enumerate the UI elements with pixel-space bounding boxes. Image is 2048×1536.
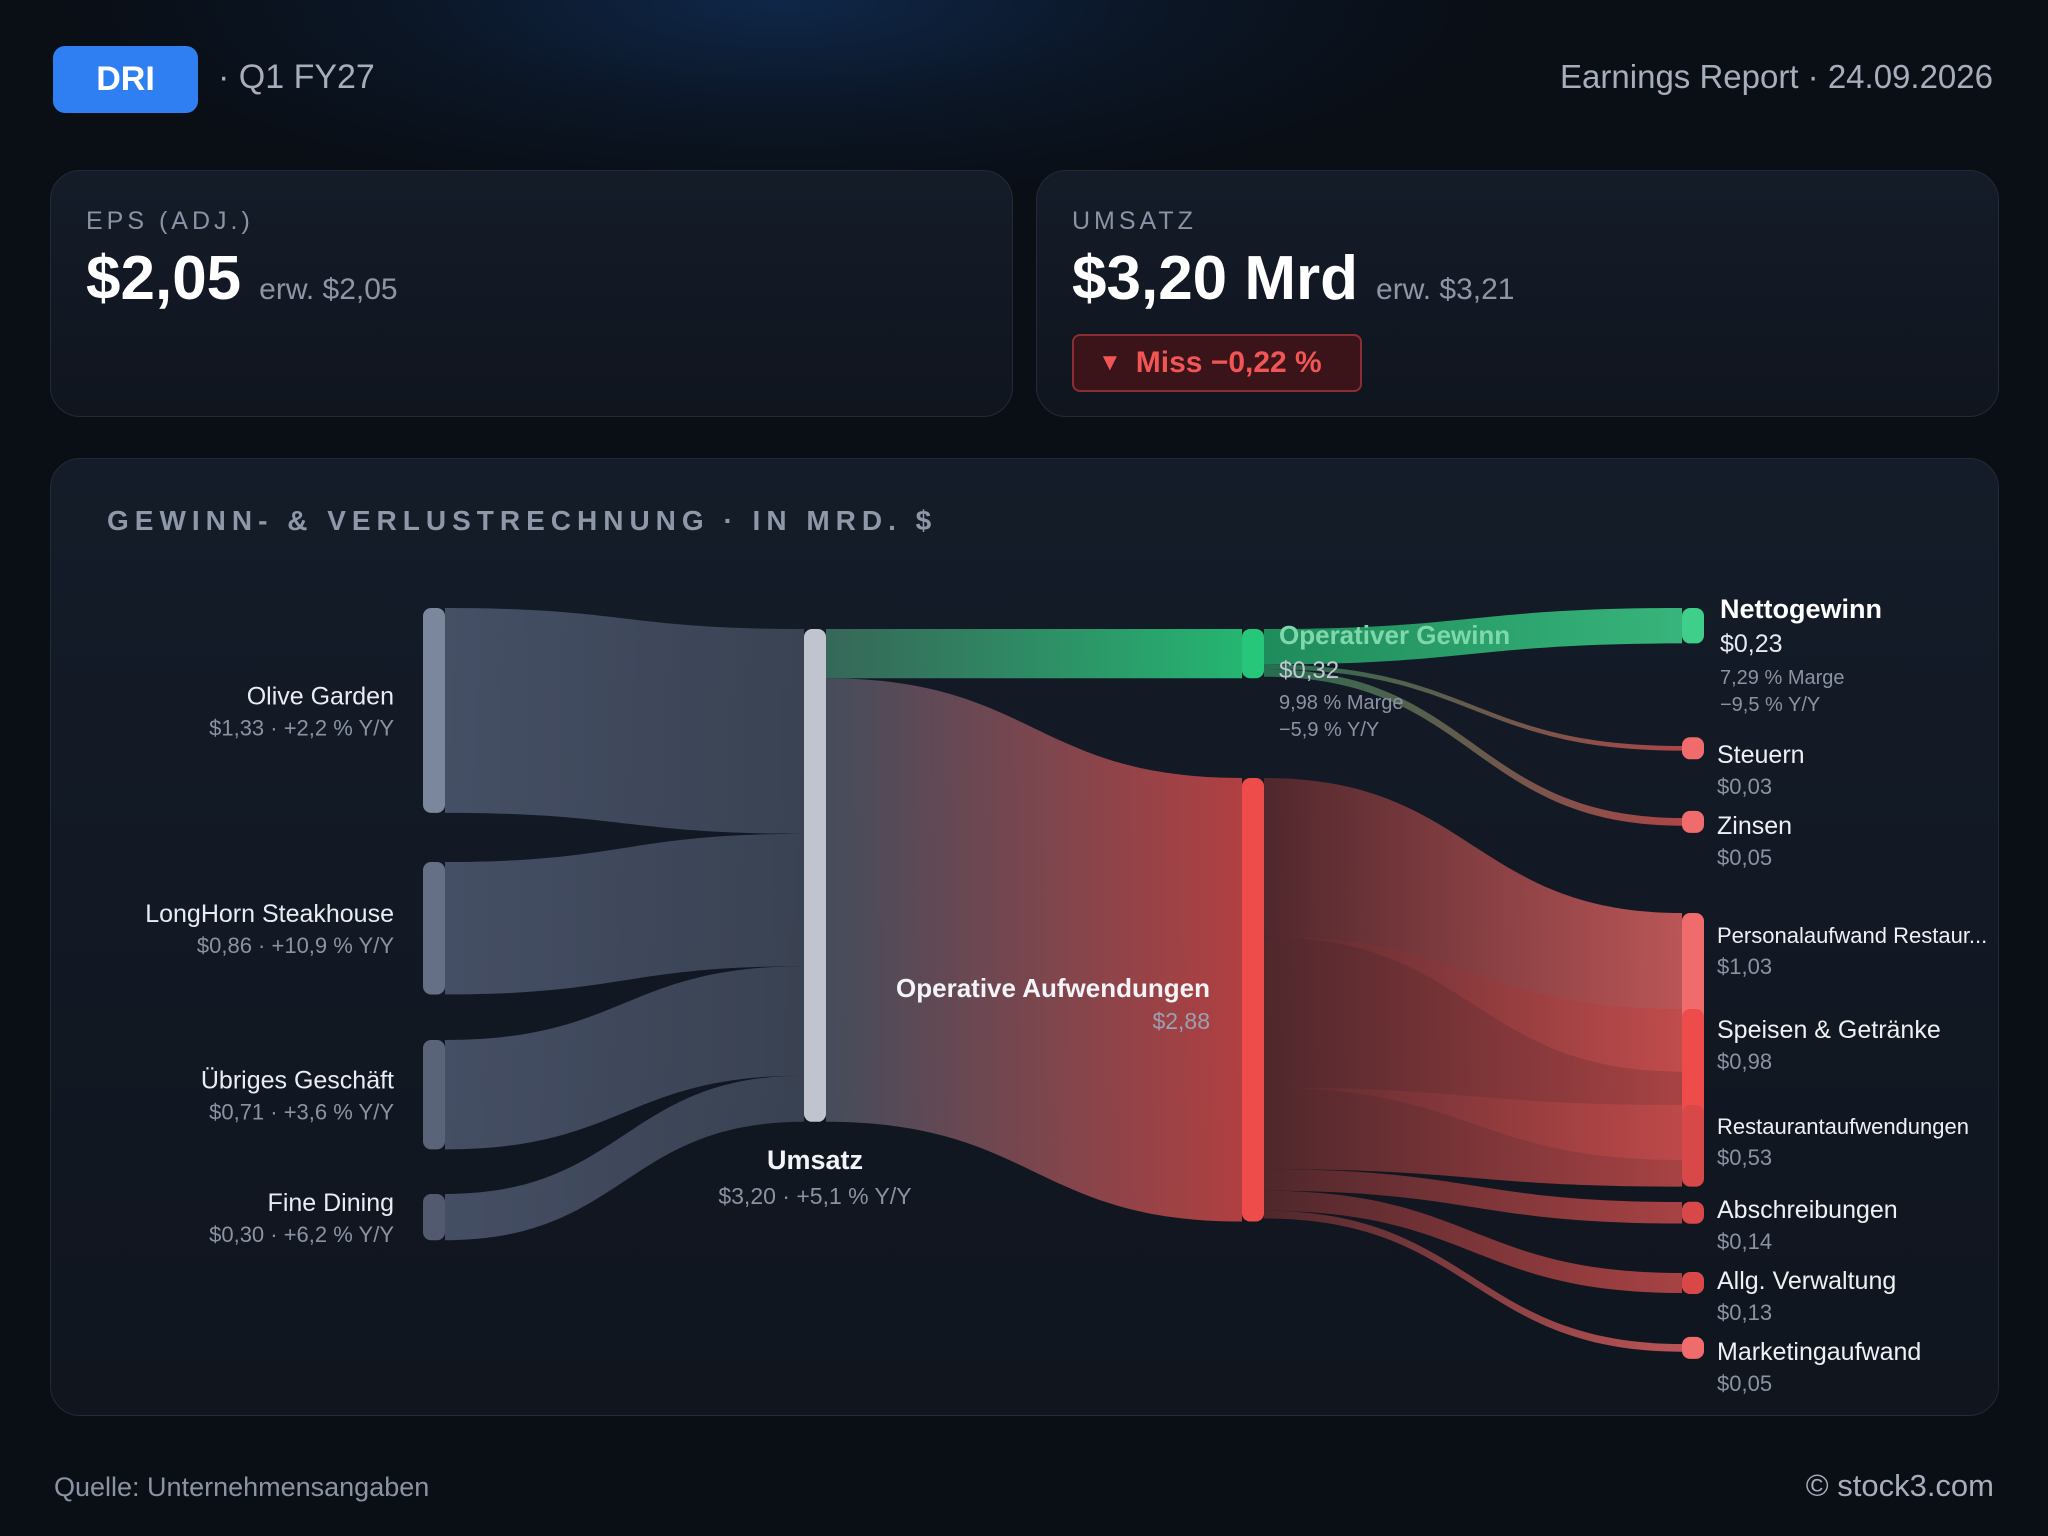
node-opprofit bbox=[1242, 629, 1264, 679]
revenue-miss-badge: ▼ Miss −0,22 % bbox=[1072, 334, 1362, 392]
flow-opprofit-interest bbox=[1264, 669, 1682, 826]
value-olive: $1,33 · +2,2 % Y/Y bbox=[209, 715, 394, 740]
flow-revenue-opex bbox=[826, 678, 1242, 1222]
node-olive bbox=[423, 608, 445, 813]
revenue-miss-text: Miss −0,22 % bbox=[1135, 346, 1322, 379]
node-opex bbox=[1242, 778, 1264, 1222]
report-date: Earnings Report · 24.09.2026 bbox=[1560, 58, 1993, 95]
label-marketing: Marketingaufwand bbox=[1717, 1338, 1921, 1366]
node-other bbox=[423, 1040, 445, 1150]
revenue-expected: erw. $3,21 bbox=[1376, 273, 1515, 306]
node-depr bbox=[1682, 1201, 1704, 1224]
value-opprofit: $0,32 bbox=[1279, 657, 1339, 684]
value-personnel: $1,03 bbox=[1717, 954, 1772, 979]
flow-opex-admin bbox=[1264, 1190, 1682, 1294]
value-depr: $0,14 bbox=[1717, 1229, 1772, 1254]
label-longhorn: LongHorn Steakhouse bbox=[145, 900, 394, 928]
revenue-label: UMSATZ bbox=[1072, 207, 1197, 235]
value-restexp: $0,53 bbox=[1717, 1145, 1772, 1170]
label-fine: Fine Dining bbox=[268, 1189, 394, 1217]
eps-expected: erw. $2,05 bbox=[259, 273, 398, 306]
down-triangle-icon: ▼ bbox=[1098, 349, 1122, 376]
node-fine bbox=[423, 1194, 445, 1241]
node-net bbox=[1682, 608, 1704, 644]
pnl-title: GEWINN- & VERLUSTRECHNUNG · IN MRD. $ bbox=[107, 505, 938, 536]
source-note: Quelle: Unternehmensangaben bbox=[54, 1472, 430, 1502]
label-olive: Olive Garden bbox=[247, 682, 394, 710]
value-revenue: $3,20 · +5,1 % Y/Y bbox=[718, 1183, 911, 1209]
value-food: $0,98 bbox=[1717, 1049, 1772, 1074]
label-opex: Operative Aufwendungen bbox=[896, 973, 1210, 1003]
node-revenue bbox=[804, 629, 826, 1122]
flow-opprofit-tax bbox=[1264, 664, 1682, 751]
value-longhorn: $0,86 · +10,9 % Y/Y bbox=[197, 933, 394, 958]
value-interest: $0,05 bbox=[1717, 845, 1772, 870]
label-tax: Steuern bbox=[1717, 741, 1805, 769]
eps-label: EPS (ADJ.) bbox=[86, 207, 254, 235]
value-opex: $2,88 bbox=[1152, 1008, 1210, 1034]
eps-value: $2,05 erw. $2,05 bbox=[86, 243, 398, 314]
label-other: Übriges Geschäft bbox=[201, 1067, 394, 1095]
revenue-actual: $3,20 Mrd bbox=[1072, 244, 1359, 313]
value-fine: $0,30 · +6,2 % Y/Y bbox=[209, 1222, 394, 1247]
label-opprofit: Operativer Gewinn bbox=[1279, 620, 1510, 650]
flow-fine-revenue bbox=[445, 1075, 804, 1241]
value-admin: $0,13 bbox=[1717, 1300, 1772, 1325]
node-admin bbox=[1682, 1272, 1704, 1295]
eps-actual: $2,05 bbox=[86, 244, 242, 313]
label-depr: Abschreibungen bbox=[1717, 1196, 1898, 1224]
margin-net: 7,29 % Marge bbox=[1720, 667, 1845, 689]
flow-opprofit-net bbox=[1264, 608, 1682, 665]
label-net: Nettogewinn bbox=[1720, 594, 1882, 624]
label-food: Speisen & Getränke bbox=[1717, 1016, 1941, 1044]
node-longhorn bbox=[423, 862, 445, 995]
value-tax: $0,03 bbox=[1717, 774, 1772, 799]
flow-opex-depr bbox=[1264, 1169, 1682, 1224]
value-other: $0,71 · +3,6 % Y/Y bbox=[209, 1100, 394, 1125]
label-revenue: Umsatz bbox=[767, 1145, 863, 1175]
yoy-opprofit: −5,9 % Y/Y bbox=[1279, 719, 1379, 741]
margin-opprofit: 9,98 % Marge bbox=[1279, 692, 1404, 714]
revenue-value: $3,20 Mrd erw. $3,21 bbox=[1072, 243, 1514, 314]
eps-card: EPS (ADJ.) $2,05 erw. $2,05 bbox=[50, 170, 1013, 417]
flow-opex-marketing bbox=[1264, 1210, 1682, 1352]
node-interest bbox=[1682, 810, 1704, 833]
flow-opex-restexp bbox=[1264, 1087, 1682, 1187]
node-tax bbox=[1682, 737, 1704, 760]
yoy-net: −9,5 % Y/Y bbox=[1720, 694, 1820, 716]
brand-copyright: © stock3.com bbox=[1805, 1468, 1994, 1503]
label-admin: Allg. Verwaltung bbox=[1717, 1267, 1896, 1295]
flow-revenue-opprofit bbox=[826, 629, 1242, 679]
value-net: $0,23 bbox=[1720, 630, 1783, 658]
flow-opex-personnel bbox=[1264, 778, 1682, 1072]
fiscal-period: · Q1 FY27 bbox=[218, 58, 375, 96]
revenue-card: UMSATZ $3,20 Mrd erw. $3,21 ▼ Miss −0,22 … bbox=[1036, 170, 1999, 417]
label-interest: Zinsen bbox=[1717, 812, 1792, 840]
ticker-badge: DRI bbox=[53, 46, 198, 113]
flow-other-revenue bbox=[445, 966, 804, 1150]
label-personnel: Personalaufwand Restaur... bbox=[1717, 923, 1987, 948]
flow-olive-revenue bbox=[445, 608, 804, 834]
node-marketing bbox=[1682, 1336, 1704, 1359]
node-restexp bbox=[1682, 1105, 1704, 1187]
label-restexp: Restaurantaufwendungen bbox=[1717, 1114, 1969, 1139]
flow-longhorn-revenue bbox=[445, 833, 804, 995]
value-marketing: $0,05 bbox=[1717, 1371, 1772, 1396]
